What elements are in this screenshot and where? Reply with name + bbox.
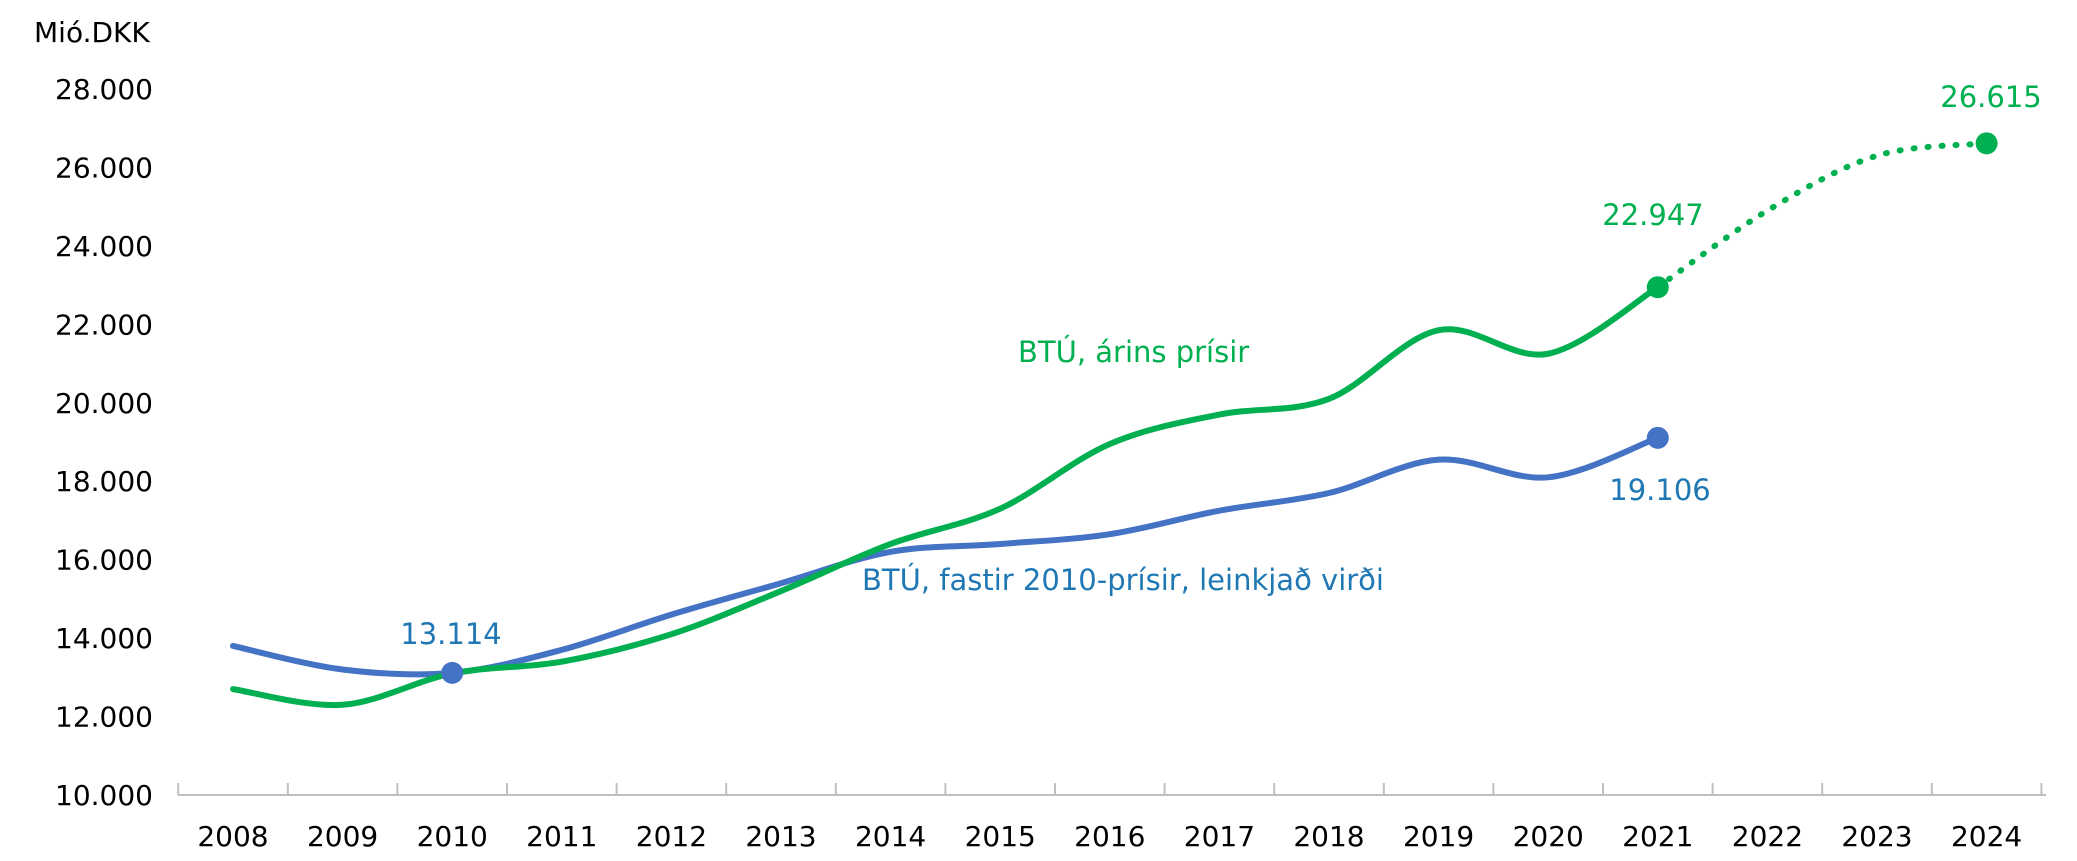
y-tick-label: 14.000 xyxy=(55,622,153,655)
x-tick-label: 2011 xyxy=(526,820,597,853)
data-point-marker xyxy=(441,661,464,684)
x-tick-label: 2019 xyxy=(1403,820,1474,853)
data-label-green-2021: 22.947 xyxy=(1602,198,1703,232)
y-axis-unit-label: Mió.DKK xyxy=(34,16,150,49)
x-tick-label: 2022 xyxy=(1732,820,1803,853)
series-markers xyxy=(441,132,1998,684)
y-tick-label: 18.000 xyxy=(55,465,153,498)
y-tick-label: 22.000 xyxy=(55,308,153,341)
data-point-marker xyxy=(1646,276,1669,299)
y-tick-label: 24.000 xyxy=(55,230,153,263)
x-tick-label: 2012 xyxy=(636,820,707,853)
y-tick-label: 10.000 xyxy=(55,779,153,812)
series-forecast-line-green xyxy=(1654,140,1990,291)
series-label-blue: BTÚ, fastir 2010-prísir, leinkjað virði xyxy=(862,563,1384,597)
y-tick-label: 12.000 xyxy=(55,701,153,734)
series-label-green: BTÚ, árins prísir xyxy=(1018,335,1249,369)
x-axis-tickmarks xyxy=(177,783,2043,795)
series-line-green xyxy=(230,284,1661,709)
x-tick-label: 2015 xyxy=(965,820,1036,853)
x-tick-label: 2020 xyxy=(1513,820,1584,853)
x-tick-label: 2017 xyxy=(1184,820,1255,853)
x-tick-label: 2016 xyxy=(1074,820,1145,853)
series-lines xyxy=(230,140,1990,709)
y-tick-label: 16.000 xyxy=(55,544,153,577)
x-tick-label: 2021 xyxy=(1622,820,1693,853)
data-label-green-2024: 26.615 xyxy=(1940,80,2041,114)
data-point-marker xyxy=(1646,426,1669,449)
x-tick-label: 2008 xyxy=(197,820,268,853)
x-tick-label: 2024 xyxy=(1951,820,2022,853)
y-tick-label: 20.000 xyxy=(55,387,153,420)
x-tick-label: 2010 xyxy=(417,820,488,853)
x-tick-label: 2014 xyxy=(855,820,926,853)
x-tick-label: 2013 xyxy=(745,820,816,853)
data-label-blue-2021: 19.106 xyxy=(1609,473,1710,507)
data-label-blue-2010: 13.114 xyxy=(400,617,501,651)
y-axis-ticks: 10.000 12.000 14.000 16.000 18.000 20.000 22.0… xyxy=(55,73,153,812)
y-tick-label: 26.000 xyxy=(55,151,153,184)
x-tick-label: 2018 xyxy=(1293,820,1364,853)
data-point-marker xyxy=(1975,132,1998,155)
x-axis-ticks: 2008 2009 2010 2011 2012 2013 2014 2015 2016 2017… xyxy=(197,820,2022,853)
x-tick-label: 2009 xyxy=(307,820,378,853)
x-tick-label: 2023 xyxy=(1841,820,1912,853)
y-tick-label: 28.000 xyxy=(55,73,153,106)
